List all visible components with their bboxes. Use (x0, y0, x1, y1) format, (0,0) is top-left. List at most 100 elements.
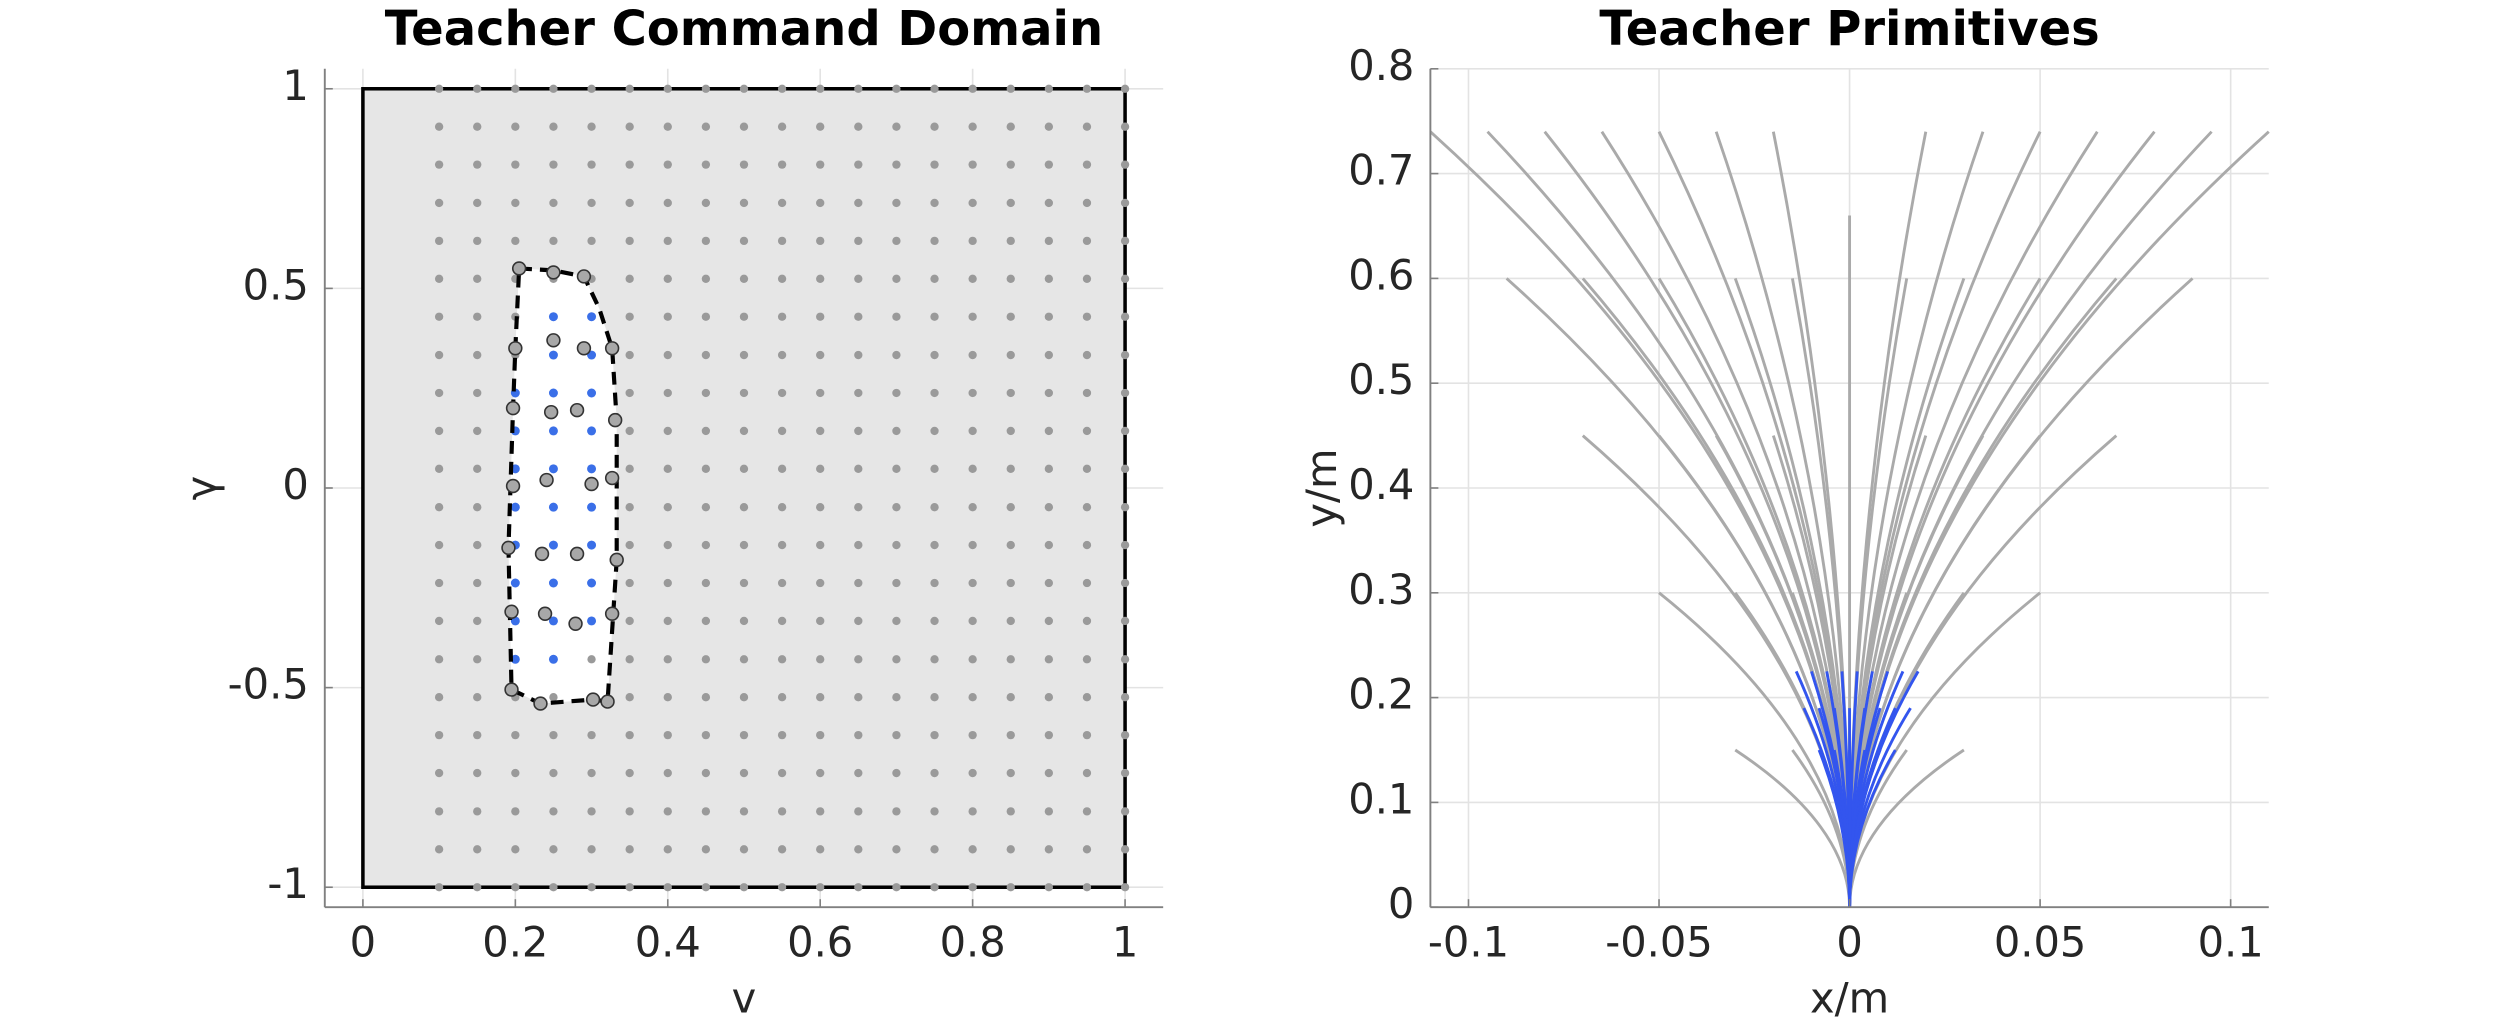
command-point (892, 160, 901, 169)
command-point (777, 350, 787, 360)
command-point (739, 274, 749, 283)
command-point (1120, 160, 1130, 169)
command-point (739, 122, 749, 131)
feasible-point (587, 502, 597, 512)
command-point (473, 160, 482, 169)
command-point (930, 312, 939, 321)
command-point (739, 503, 749, 512)
command-point (930, 503, 939, 512)
command-point (434, 693, 444, 702)
boundary-sample (501, 540, 516, 556)
command-point (1082, 388, 1092, 398)
command-point (473, 426, 482, 436)
command-point (739, 768, 749, 778)
command-domain (361, 87, 1127, 889)
command-point (1082, 198, 1092, 208)
command-point (473, 274, 482, 283)
command-point (473, 693, 482, 702)
command-point (739, 236, 749, 246)
command-point (739, 160, 749, 169)
command-point (663, 236, 672, 246)
command-point (1120, 198, 1130, 208)
command-point (1082, 768, 1092, 778)
boundary-sample (505, 400, 521, 416)
command-point (1006, 845, 1015, 854)
command-point (777, 84, 787, 93)
command-point (511, 845, 520, 854)
command-point (473, 616, 482, 626)
command-point (854, 312, 863, 321)
command-point (1120, 503, 1130, 512)
command-point (701, 768, 711, 778)
command-point (625, 883, 634, 892)
command-point (1006, 84, 1015, 93)
command-point (701, 807, 711, 816)
command-point (854, 426, 863, 436)
command-point (968, 883, 977, 892)
command-point (1006, 160, 1015, 169)
boundary-sample (600, 694, 615, 709)
command-point (1006, 883, 1015, 892)
command-point (777, 655, 787, 664)
command-point (930, 122, 939, 131)
command-point (701, 730, 711, 740)
command-point (473, 122, 482, 131)
command-point (854, 730, 863, 740)
command-point (777, 160, 787, 169)
command-point (1044, 274, 1054, 283)
command-point (968, 540, 977, 550)
command-point (1006, 388, 1015, 398)
command-point (739, 426, 749, 436)
command-point (625, 730, 634, 740)
command-point (625, 807, 634, 816)
command-point (587, 655, 596, 664)
command-point (549, 122, 558, 131)
command-point (739, 312, 749, 321)
command-point (473, 503, 482, 512)
y-tick-label: 0.2 (1348, 670, 1414, 719)
command-point (1006, 312, 1015, 321)
command-point (930, 807, 939, 816)
command-point (892, 350, 901, 360)
command-point (587, 807, 596, 816)
y-axis-label: γ (177, 476, 226, 501)
command-point (892, 768, 901, 778)
command-point (549, 236, 558, 246)
command-point (930, 274, 939, 283)
command-point (1044, 84, 1054, 93)
command-point (1044, 578, 1054, 588)
command-point (1082, 350, 1092, 360)
command-point (701, 198, 711, 208)
command-point (434, 807, 444, 816)
command-point (701, 655, 711, 664)
command-point (816, 503, 825, 512)
command-point (854, 807, 863, 816)
command-point (1006, 730, 1015, 740)
command-point (1082, 540, 1092, 550)
command-point (892, 578, 901, 588)
command-point (1044, 883, 1054, 892)
boundary-sample (511, 261, 527, 276)
command-point (1044, 426, 1054, 436)
command-point (739, 464, 749, 473)
command-point (1006, 768, 1015, 778)
command-point (473, 198, 482, 208)
boundary-sample (534, 546, 550, 562)
command-point (854, 616, 863, 626)
boundary-sample (539, 472, 554, 488)
command-point (1044, 160, 1054, 169)
command-point (854, 160, 863, 169)
feasible-point (510, 578, 520, 588)
command-point (1082, 655, 1092, 664)
command-point (587, 845, 596, 854)
command-point (625, 350, 634, 360)
primitive (1581, 434, 1852, 908)
command-point (1120, 807, 1130, 816)
command-point (892, 503, 901, 512)
command-point (816, 768, 825, 778)
command-point (701, 312, 711, 321)
command-point (1120, 540, 1130, 550)
command-point (1006, 693, 1015, 702)
command-point (816, 807, 825, 816)
feasible-point (587, 616, 597, 626)
